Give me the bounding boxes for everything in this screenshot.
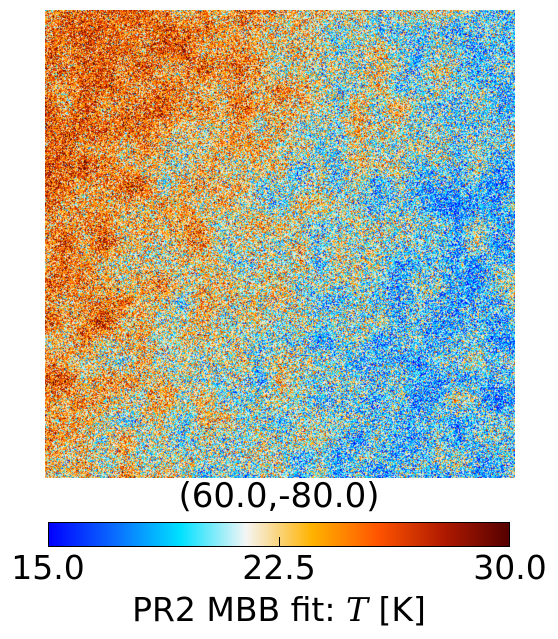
colorbar-tick-mark [509, 537, 510, 547]
colorbar-label-symbol: T [345, 590, 368, 629]
colorbar-label: PR2 MBB fit: T [K] [0, 590, 558, 630]
colorbar-label-unit: [K] [368, 590, 426, 629]
colorbar-tick-mark [48, 537, 49, 547]
temperature-map [45, 10, 515, 478]
colorbar-tick-label: 22.5 [242, 548, 316, 587]
colorbar-tick-mark [279, 537, 280, 547]
map-subtitle: (60.0,-80.0) [178, 476, 380, 516]
colorbar-tick-label: 30.0 [473, 548, 547, 587]
colorbar-tick-label: 15.0 [11, 548, 85, 587]
colorbar-label-prefix: PR2 MBB fit: [132, 590, 346, 629]
